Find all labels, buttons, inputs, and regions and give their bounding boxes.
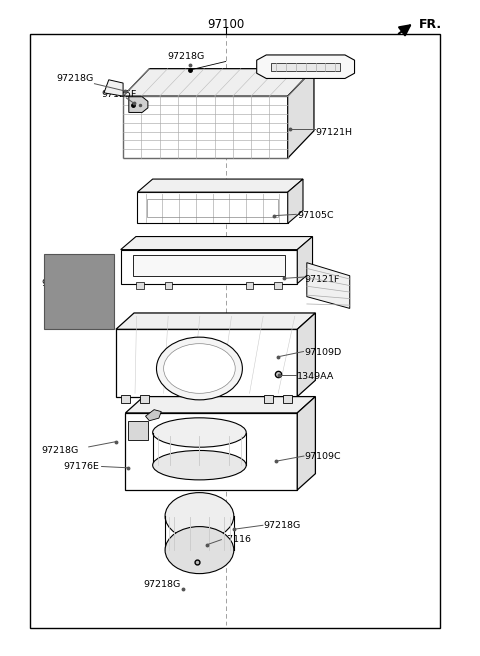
Text: 97218G: 97218G	[263, 521, 300, 530]
Text: 97127F: 97127F	[276, 59, 311, 68]
Ellipse shape	[156, 337, 242, 400]
Polygon shape	[129, 96, 148, 112]
Text: 97125F: 97125F	[102, 90, 137, 98]
Text: 97105C: 97105C	[297, 211, 334, 220]
Text: 97109D: 97109D	[304, 348, 342, 358]
Polygon shape	[116, 313, 315, 329]
Polygon shape	[288, 69, 314, 158]
Polygon shape	[132, 255, 285, 276]
Text: 97109C: 97109C	[304, 451, 341, 461]
Polygon shape	[123, 96, 288, 158]
Text: 97100: 97100	[207, 18, 244, 31]
Ellipse shape	[165, 493, 234, 540]
Polygon shape	[145, 409, 161, 420]
Text: 97218G: 97218G	[41, 446, 78, 455]
Ellipse shape	[164, 344, 235, 394]
Polygon shape	[123, 69, 314, 96]
Polygon shape	[307, 262, 350, 308]
Text: 97121F: 97121F	[304, 275, 340, 284]
Text: 97632B: 97632B	[41, 279, 77, 288]
Bar	[283, 396, 292, 403]
Text: 97218G: 97218G	[168, 52, 204, 62]
Bar	[120, 396, 130, 403]
Polygon shape	[116, 329, 297, 397]
Polygon shape	[104, 80, 123, 96]
Polygon shape	[120, 237, 312, 250]
Text: 97218G: 97218G	[56, 74, 94, 83]
Polygon shape	[137, 179, 303, 192]
Polygon shape	[257, 55, 355, 79]
Polygon shape	[120, 250, 297, 283]
Text: 1349AA: 1349AA	[297, 372, 335, 381]
Polygon shape	[271, 63, 340, 71]
Polygon shape	[297, 237, 312, 283]
Text: 97116: 97116	[222, 535, 252, 544]
Polygon shape	[125, 413, 297, 490]
Bar	[275, 282, 282, 289]
Polygon shape	[137, 192, 288, 224]
Bar	[246, 282, 253, 289]
Text: 97218G: 97218G	[144, 579, 181, 588]
Bar	[140, 396, 149, 403]
Polygon shape	[297, 397, 315, 490]
Bar	[44, 254, 114, 329]
Polygon shape	[297, 313, 315, 397]
Text: 97121H: 97121H	[315, 127, 352, 136]
Bar	[128, 420, 148, 440]
Polygon shape	[288, 179, 303, 224]
Bar	[136, 282, 144, 289]
Bar	[264, 396, 274, 403]
Bar	[165, 282, 172, 289]
Ellipse shape	[153, 451, 246, 480]
Ellipse shape	[153, 418, 246, 447]
Text: FR.: FR.	[419, 18, 442, 31]
Bar	[30, 34, 441, 628]
Polygon shape	[125, 397, 315, 413]
Ellipse shape	[165, 527, 234, 573]
Text: 97176E: 97176E	[63, 462, 99, 471]
